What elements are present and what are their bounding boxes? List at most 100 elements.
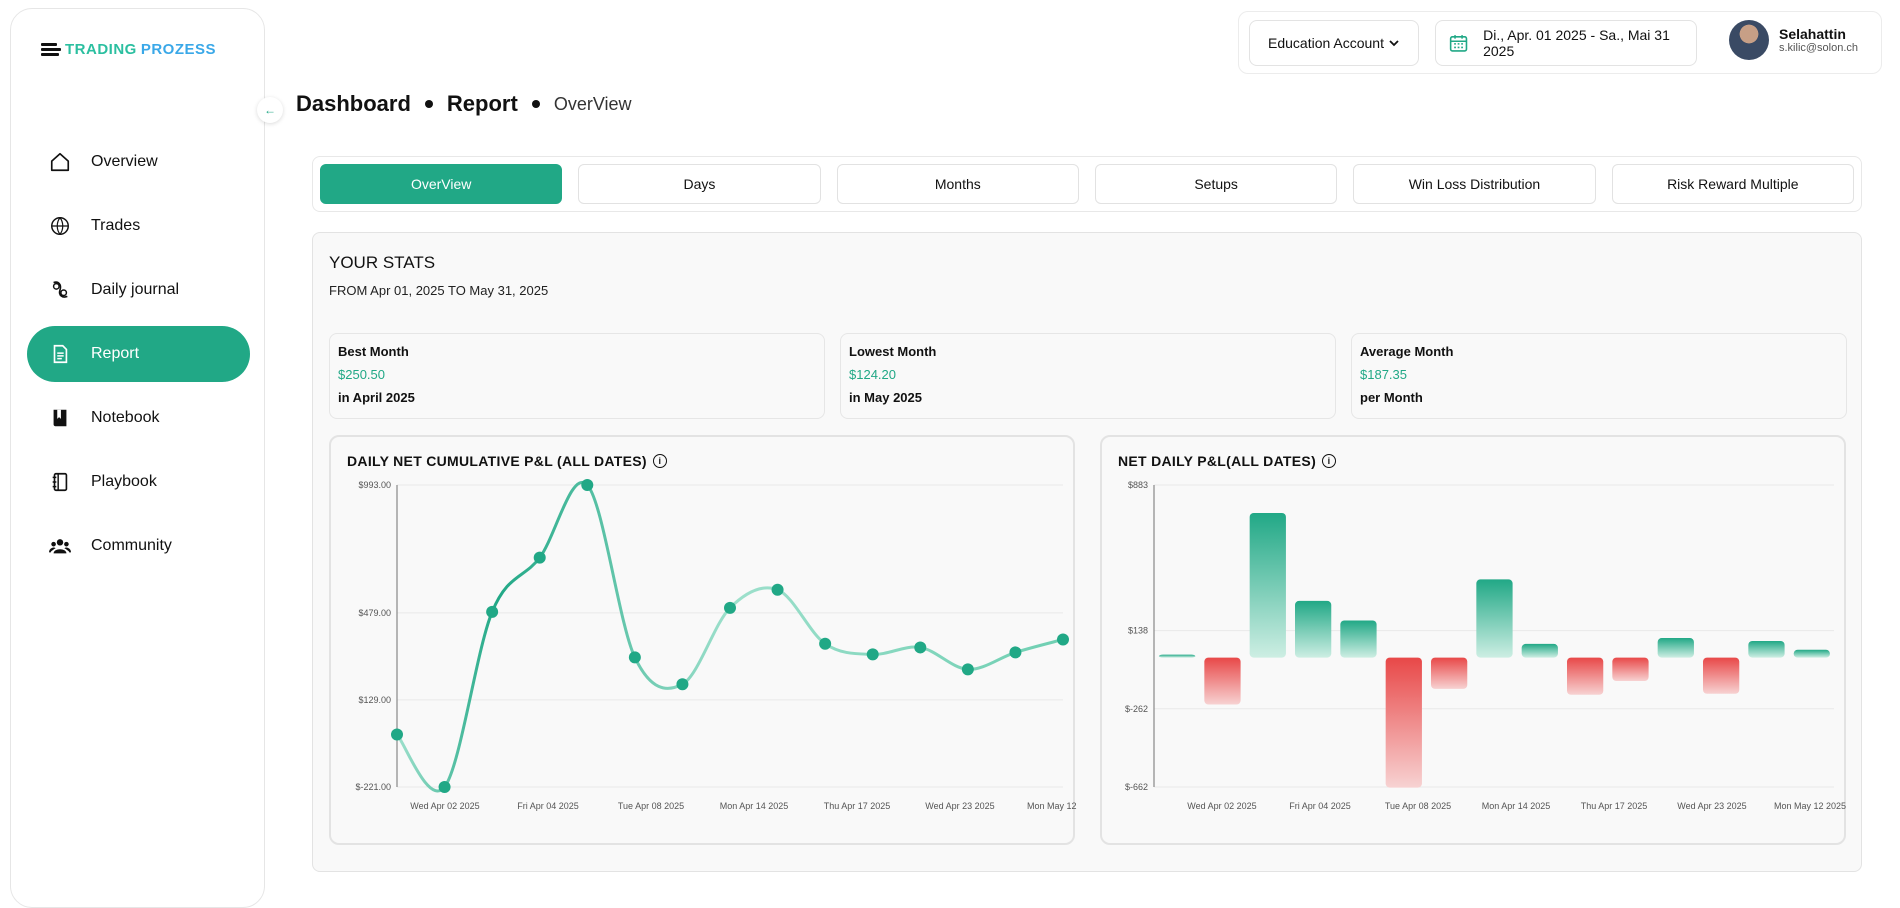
- sidebar-item-label: Trades: [91, 217, 141, 234]
- card-value: $124.20: [849, 367, 896, 382]
- card-heading: Best Month: [338, 344, 409, 359]
- user-email: s.kilic@solon.ch: [1779, 42, 1859, 54]
- sidebar-item-label: Daily journal: [91, 281, 180, 298]
- sidebar-item-overview[interactable]: Overview: [27, 134, 250, 190]
- sidebar-item-trades[interactable]: Trades: [27, 198, 250, 254]
- card-subtext: in May 2025: [849, 390, 922, 405]
- user-name: Selahattin: [1779, 26, 1846, 42]
- x-tick-label: Fri Apr 04 2025: [1289, 801, 1351, 811]
- sidebar-item-label: Notebook: [91, 409, 160, 426]
- y-tick-label: $883: [1128, 480, 1148, 490]
- positive-bar[interactable]: [1748, 640, 1785, 658]
- account-selector-label: Education Account: [1268, 35, 1384, 51]
- y-tick-label: $129.00: [358, 695, 391, 705]
- calendar-icon: [1449, 35, 1468, 52]
- tab-months[interactable]: Months: [836, 164, 1079, 204]
- negative-bar[interactable]: [1703, 657, 1740, 694]
- x-tick-label: Tue Apr 08 2025: [1385, 801, 1451, 811]
- chart-title: NET DAILY P&L(ALL DATES) i: [1118, 453, 1337, 469]
- net-daily-pnl-chart: $883 $138 $-262 $-662 Wed Apr 02 2025 Fri Apr…: [1100, 435, 1846, 845]
- tab-days[interactable]: Days: [578, 164, 821, 204]
- breadcrumb: Dashboard Report OverView: [296, 91, 632, 117]
- logo-text-trading: TRADING: [65, 41, 137, 58]
- date-range-picker[interactable]: Di., Apr. 01 2025 - Sa., Mai 31 2025: [1435, 20, 1697, 66]
- tab-overview[interactable]: OverView: [320, 164, 563, 204]
- card-subtext: in April 2025: [338, 390, 415, 405]
- x-tick-label: Wed Apr 23 2025: [925, 801, 994, 811]
- positive-bar[interactable]: [1249, 512, 1286, 658]
- negative-bar[interactable]: [1204, 657, 1241, 705]
- best-month-card: Best Month $250.50 in April 2025: [329, 333, 825, 419]
- breadcrumb-overview: OverView: [553, 93, 632, 114]
- positive-bar[interactable]: [1521, 643, 1558, 658]
- negative-bar[interactable]: [1431, 657, 1468, 689]
- y-tick-label: $-221.00: [355, 782, 391, 792]
- chart-title-text: DAILY NET CUMULATIVE P&L (ALL DATES): [347, 453, 647, 469]
- x-tick-label: Mon May 12 2025: [1774, 801, 1846, 811]
- sidebar-item-community[interactable]: Community: [27, 518, 250, 574]
- data-point[interactable]: [1057, 633, 1069, 646]
- user-profile[interactable]: Selahattin s.kilic@solon.ch: [1729, 20, 1858, 60]
- notebook-icon: [53, 409, 67, 427]
- negative-bar[interactable]: [1612, 657, 1649, 682]
- data-point[interactable]: [628, 651, 641, 664]
- positive-bar[interactable]: [1657, 638, 1694, 658]
- positive-bar[interactable]: [1793, 649, 1830, 658]
- y-tick-label: $-262: [1125, 704, 1148, 714]
- data-point[interactable]: [581, 479, 594, 491]
- data-point[interactable]: [866, 648, 879, 661]
- info-icon[interactable]: i: [652, 454, 667, 468]
- x-tick-label: Thu Apr 17 2025: [1581, 801, 1648, 811]
- data-point[interactable]: [819, 637, 832, 650]
- data-point[interactable]: [391, 728, 403, 741]
- sidebar-item-notebook[interactable]: Notebook: [27, 390, 250, 446]
- logo-text-prozess: PROZESS: [140, 41, 217, 58]
- report-tabs: OverView Days Months Setups Win Loss Dis…: [312, 156, 1862, 212]
- data-point[interactable]: [771, 583, 784, 596]
- positive-bar[interactable]: [1159, 654, 1196, 658]
- card-value: $250.50: [338, 367, 385, 382]
- y-tick-label: $-662: [1125, 782, 1148, 792]
- info-icon[interactable]: i: [1322, 454, 1337, 468]
- sidebar-item-playbook[interactable]: Playbook: [27, 454, 250, 510]
- x-tick-label: Fri Apr 04 2025: [517, 801, 579, 811]
- report-icon: [53, 344, 68, 364]
- data-point[interactable]: [1009, 646, 1022, 659]
- collapse-sidebar-icon[interactable]: ←: [257, 97, 283, 123]
- account-selector[interactable]: Education Account: [1249, 20, 1419, 66]
- sidebar-item-report[interactable]: Report: [27, 326, 250, 382]
- chart-title: DAILY NET CUMULATIVE P&L (ALL DATES) i: [347, 453, 667, 469]
- sidebar-item-label: Playbook: [91, 473, 157, 490]
- sidebar-item-label: Community: [91, 537, 172, 554]
- avatar[interactable]: [1729, 20, 1769, 60]
- tab-win-loss-distribution[interactable]: Win Loss Distribution: [1353, 164, 1596, 204]
- breadcrumb-report[interactable]: Report: [446, 91, 518, 116]
- data-point[interactable]: [438, 781, 451, 793]
- positive-bar[interactable]: [1295, 600, 1332, 658]
- playbook-icon: [52, 472, 68, 492]
- topbar: Education Account Di., Apr. 01 2025 - Sa…: [1238, 11, 1882, 74]
- data-point[interactable]: [724, 601, 736, 614]
- data-point[interactable]: [961, 663, 974, 676]
- x-tick-label: Wed Apr 23 2025: [1677, 801, 1746, 811]
- data-point[interactable]: [486, 605, 499, 618]
- sidebar-item-daily-journal[interactable]: Daily journal: [27, 262, 250, 318]
- data-point[interactable]: [676, 678, 689, 691]
- stats-panel: YOUR STATS FROM Apr 01, 2025 TO May 31, …: [312, 232, 1862, 872]
- cumulative-pnl-chart: $993.00 $479.00 $129.00 $-221.00 Wed Apr 02 …: [329, 435, 1077, 845]
- tab-risk-reward-multiple[interactable]: Risk Reward Multiple: [1611, 164, 1854, 204]
- tab-setups[interactable]: Setups: [1094, 164, 1338, 204]
- positive-bar[interactable]: [1340, 620, 1377, 658]
- data-point[interactable]: [533, 551, 546, 564]
- x-tick-label: Tue Apr 08 2025: [618, 801, 684, 811]
- negative-bar[interactable]: [1567, 657, 1604, 695]
- sidebar-item-label: Overview: [91, 153, 158, 170]
- logo[interactable]: TRADING PROZESS: [41, 41, 216, 58]
- data-point[interactable]: [914, 641, 927, 654]
- logo-icon: [41, 43, 61, 56]
- positive-bar[interactable]: [1476, 579, 1513, 658]
- breadcrumb-dashboard[interactable]: Dashboard: [296, 91, 411, 116]
- y-tick-label: $993.00: [358, 480, 391, 490]
- net-daily-pnl-svg: $883 $138 $-262 $-662 Wed Apr 02 2025 Fri Apr…: [1125, 480, 1846, 811]
- negative-bar[interactable]: [1385, 657, 1422, 788]
